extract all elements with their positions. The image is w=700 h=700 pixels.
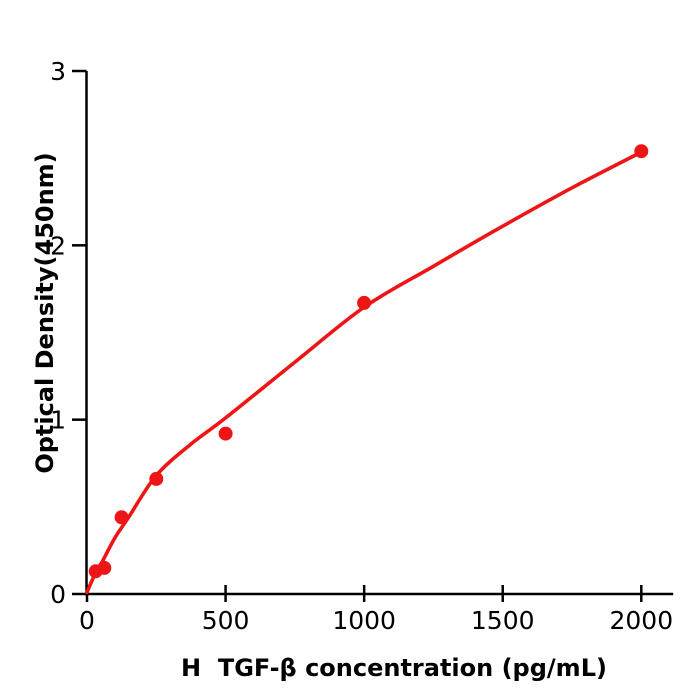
data-point: [114, 510, 129, 525]
x-tick-label: 2000: [609, 606, 673, 635]
y-tick-label: 2: [50, 231, 66, 260]
x-tick-label: 1000: [332, 606, 396, 635]
data-point: [357, 295, 372, 310]
data-point: [634, 144, 649, 159]
fit-curve: [85, 150, 644, 595]
y-tick-label: 1: [50, 406, 66, 435]
data-point: [218, 426, 233, 441]
y-axis-title: Optical Density(450nm): [31, 152, 59, 474]
y-tick-label: 3: [50, 57, 66, 86]
data-point: [149, 471, 164, 486]
x-tick-label: 0: [79, 606, 95, 635]
x-tick-label: 1500: [471, 606, 535, 635]
y-tick-label: 0: [50, 580, 66, 609]
x-tick-label: 500: [202, 606, 250, 635]
x-axis-title: H TGF-β concentration (pg/mL): [181, 654, 607, 682]
data-point: [97, 560, 112, 575]
